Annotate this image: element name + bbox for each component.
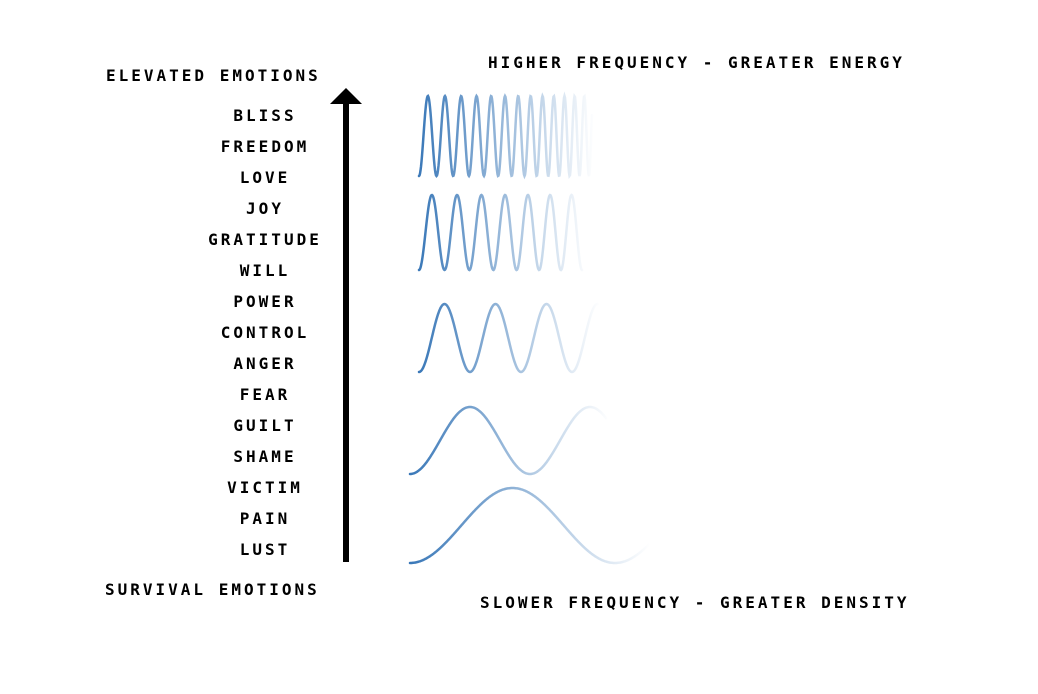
emotion-item-shame: SHAME — [233, 447, 297, 466]
emotion-item-freedom: FREEDOM — [220, 137, 310, 156]
emotion-item-will: WILL — [239, 261, 291, 280]
wave-highest-frequency — [417, 91, 594, 180]
elevated-emotions-label: ELEVATED EMOTIONS — [106, 66, 321, 85]
emotion-item-control: CONTROL — [220, 323, 310, 342]
wave-low-frequency — [408, 405, 608, 476]
higher-frequency-caption: HIGHER FREQUENCY - GREATER ENERGY — [488, 53, 905, 72]
slower-frequency-caption: SLOWER FREQUENCY - GREATER DENSITY — [480, 593, 910, 612]
emotion-item-guilt: GUILT — [233, 416, 297, 435]
upward-arrow-icon — [330, 88, 362, 562]
arrow-head — [330, 88, 362, 104]
emotion-item-power: POWER — [233, 292, 297, 311]
survival-emotions-label: SURVIVAL EMOTIONS — [105, 580, 320, 599]
wave-high-frequency — [417, 193, 584, 272]
emotion-item-lust: LUST — [239, 540, 291, 559]
emotion-item-joy: JOY — [246, 199, 284, 218]
emotion-item-victim: VICTIM — [227, 478, 303, 497]
emotion-item-love: LOVE — [239, 168, 291, 187]
emotion-item-pain: PAIN — [239, 509, 291, 528]
emotion-item-gratitude: GRATITUDE — [208, 230, 322, 249]
emotion-item-fear: FEAR — [239, 385, 291, 404]
emotion-item-bliss: BLISS — [233, 106, 297, 125]
wave-lowest-frequency — [408, 486, 652, 565]
wave-medium-frequency — [417, 302, 600, 374]
emotion-item-anger: ANGER — [233, 354, 297, 373]
